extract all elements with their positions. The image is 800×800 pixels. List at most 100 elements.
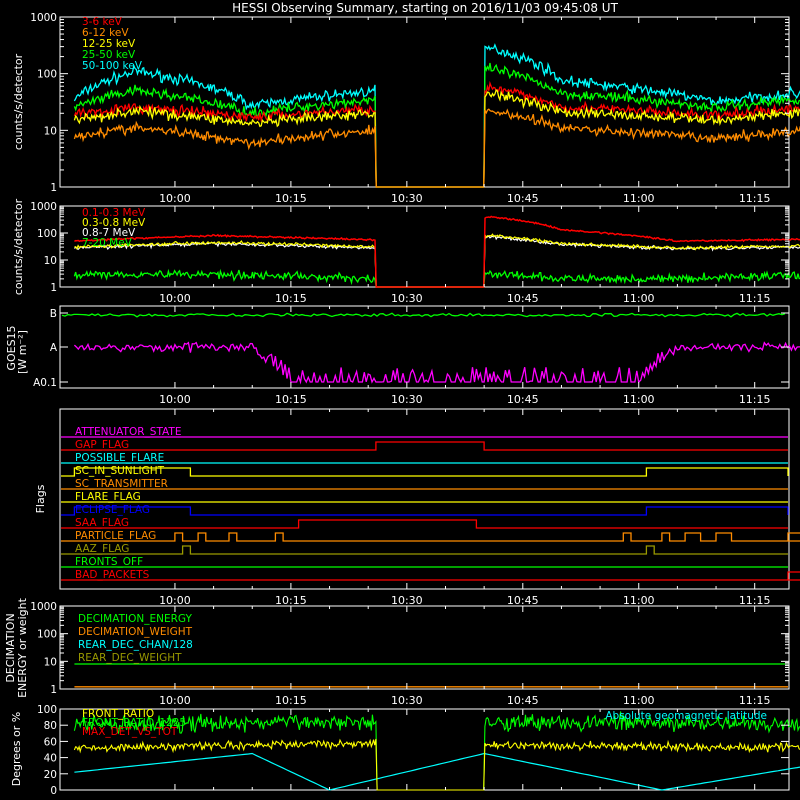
legend-entry: REAR_DEC_CHAN/128 (78, 639, 193, 651)
flag-label: FRONTS_OFF (75, 556, 143, 568)
flag-label: FLARE_FLAG (75, 491, 141, 503)
y-tick-label: 100 (37, 69, 57, 81)
flag-label: SC_IN_SUNLIGHT (75, 465, 165, 477)
y-tick-label: 1 (50, 282, 57, 294)
panel-1-ylabel: counts/s/detector (12, 53, 25, 150)
legend-entry: 3-6 keV (82, 16, 123, 28)
legend-entry: 50-100 keV (82, 60, 143, 72)
y-tick-label: 100 (37, 704, 57, 716)
flag-trace (61, 441, 788, 451)
flag-label: ECLIPSE_FLAG (75, 504, 150, 516)
flag-trace (61, 545, 788, 555)
y-tick-label: 20 (44, 769, 57, 781)
panel-6-ylabel: Degrees or % (10, 712, 23, 786)
y-tick-label: 10 (44, 656, 57, 668)
time-tick-label: 11:15 (739, 594, 771, 607)
y-tick-label: 1 (50, 182, 57, 194)
time-tick-label: 10:15 (275, 694, 307, 707)
panel-3-yunit: [W m⁻²] (16, 330, 29, 374)
y-tick-label: 10 (44, 255, 57, 267)
label-layer: 10:00 10:15 10:30 10:45 11:00 11:15 10:00 10:15… (30, 12, 770, 797)
panel-5-ylabel-2: ENERGY or weight (16, 597, 29, 697)
flag-trace (61, 519, 788, 529)
legend-entry: 0.3-0.8 MeV (82, 217, 146, 229)
y-tick-label: 0 (50, 785, 57, 797)
flag-trace (61, 532, 800, 542)
legend-entry: MAX_DET_VS_TOT (82, 726, 178, 738)
series-line (73, 108, 800, 188)
legend-entry: 0.8-7 MeV (82, 227, 136, 239)
y-tick-label: 1000 (30, 12, 57, 24)
y-tick-label: B (50, 308, 57, 320)
legend-entry: 7-20 MeV (82, 237, 133, 249)
time-tick-label: 10:00 (159, 594, 191, 607)
legend-entry: 25-50 keV (82, 49, 136, 61)
panel-4-frame (59, 408, 790, 590)
legend-entry: 12-25 keV (82, 38, 136, 50)
time-tick-label: 10:45 (507, 594, 539, 607)
y-tick-label: 100 (37, 629, 57, 641)
legend-entry: 6-12 keV (82, 27, 129, 39)
time-tick-label: 10:15 (275, 292, 307, 305)
time-tick-label: 10:00 (159, 292, 191, 305)
y-tick-label: A0.1 (33, 377, 57, 389)
flag-label: AAZ_FLAG (75, 543, 129, 555)
time-tick-label: 10:00 (159, 694, 191, 707)
time-tick-label: 11:00 (623, 393, 655, 406)
flag-trace (61, 571, 800, 581)
time-tick-label: 11:15 (739, 292, 771, 305)
flag-trace (61, 506, 789, 516)
time-tick-label: 10:00 (159, 393, 191, 406)
time-tick-label: 10:15 (275, 192, 307, 205)
plot-title: HESSI Observing Summary, starting on 201… (232, 1, 618, 15)
latitude-annotation: Absolute geomagnetic latitude (605, 710, 767, 722)
time-tick-label: 10:30 (391, 292, 423, 305)
legend-entry: 0.1-0.3 MeV (82, 207, 146, 219)
time-tick-label: 11:00 (623, 192, 655, 205)
y-tick-label: 80 (44, 720, 57, 732)
time-tick-label: 11:00 (623, 694, 655, 707)
y-tick-label: 100 (37, 228, 57, 240)
legend-entry: REAR_DEC_WEIGHT (78, 652, 182, 664)
series-line (74, 215, 800, 288)
panel-2-ylabel: counts/s/detector (12, 198, 25, 295)
y-tick-label: 60 (44, 736, 57, 748)
flag-label: SC_TRANSMITTER (75, 478, 168, 490)
time-tick-label: 10:00 (159, 192, 191, 205)
time-tick-label: 10:30 (391, 393, 423, 406)
y-tick-label: 1 (50, 684, 57, 696)
time-tick-label: 10:30 (391, 694, 423, 707)
time-tick-label: 10:15 (275, 594, 307, 607)
time-tick-label: 11:00 (623, 292, 655, 305)
y-tick-label: A (50, 342, 58, 354)
time-tick-label: 10:30 (391, 594, 423, 607)
panel-5-frame (59, 605, 790, 690)
goes-short-channel (73, 341, 800, 385)
latitude-curve (74, 752, 800, 791)
y-tick-label: 1000 (30, 601, 57, 613)
data-layer (61, 43, 800, 791)
time-tick-label: 10:45 (507, 192, 539, 205)
legend-entry: DECIMATION_ENERGY (78, 613, 192, 625)
time-tick-label: 11:00 (623, 594, 655, 607)
legend-entry: FRONT_RATIO (82, 708, 154, 720)
time-tick-label: 11:15 (739, 192, 771, 205)
flag-trace (61, 467, 789, 477)
time-tick-label: 11:15 (739, 393, 771, 406)
flag-label: PARTICLE_FLAG (75, 530, 156, 542)
flag-label: GAP_FLAG (75, 439, 129, 451)
panel-4-ylabel: Flags (34, 484, 47, 513)
tick-layer (60, 16, 789, 791)
time-tick-label: 11:15 (739, 694, 771, 707)
time-tick-label: 10:15 (275, 393, 307, 406)
time-tick-label: 10:45 (507, 292, 539, 305)
panel-5-ylabel: DECIMATION (4, 613, 17, 682)
flag-label: POSSIBLE_FLARE (75, 452, 164, 464)
legend-entry: FRONT_RATIO_1225 (82, 717, 186, 729)
ratio-line (73, 738, 800, 791)
flag-label: SAA_FLAG (75, 517, 129, 529)
time-tick-label: 10:45 (507, 393, 539, 406)
y-tick-label: 40 (44, 753, 57, 765)
y-tick-label: 10 (44, 125, 57, 137)
